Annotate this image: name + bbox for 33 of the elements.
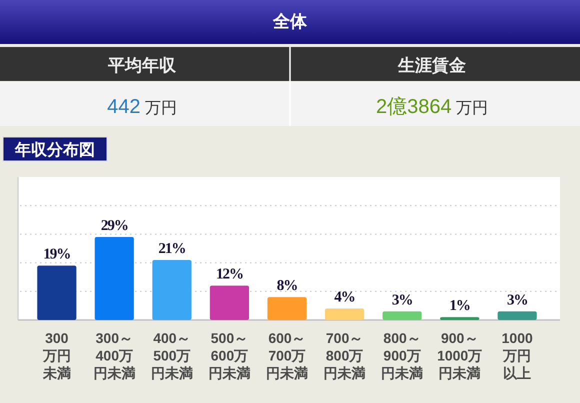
x-tick-label: 800～900万円未満 bbox=[381, 330, 424, 381]
data-label: 1% bbox=[449, 298, 470, 314]
x-tick-label: 900～1000万円未満 bbox=[437, 330, 482, 381]
bar bbox=[94, 237, 134, 320]
x-tick-label: 300万円未満 bbox=[42, 330, 71, 381]
data-label: 4% bbox=[334, 290, 355, 306]
x-tick-label: 300～400万円未満 bbox=[93, 330, 136, 381]
chart-title: 年収分布図 bbox=[14, 141, 95, 159]
bar bbox=[498, 311, 537, 320]
data-label: 3% bbox=[392, 292, 412, 308]
bar bbox=[210, 286, 250, 320]
data-label: 8% bbox=[276, 278, 298, 294]
text: 2億3864 万円 bbox=[376, 96, 488, 118]
text: 442 万円 bbox=[107, 96, 177, 118]
x-tick-label: 400～500万円未満 bbox=[150, 330, 193, 381]
x-tick-label: 500～600万円未満 bbox=[208, 330, 250, 381]
data-label: 21% bbox=[158, 240, 186, 257]
bar bbox=[324, 308, 364, 320]
x-tick-label: 1000万円以上 bbox=[502, 330, 534, 381]
text: 全体 bbox=[272, 12, 308, 31]
x-tick-label: 600～700万円未満 bbox=[266, 330, 308, 381]
data-label: 3% bbox=[506, 292, 528, 308]
bar bbox=[152, 260, 192, 320]
bar bbox=[382, 311, 422, 320]
bar bbox=[37, 266, 76, 320]
data-label: 12% bbox=[216, 266, 243, 283]
data-label: 29% bbox=[100, 218, 128, 234]
bar bbox=[267, 297, 307, 320]
data-label: 19% bbox=[43, 246, 70, 263]
text: 生涯賃金 bbox=[397, 56, 466, 75]
text: 平均年収 bbox=[107, 56, 177, 75]
x-tick-label: 700～800万円未満 bbox=[324, 330, 366, 381]
bar bbox=[440, 317, 480, 320]
